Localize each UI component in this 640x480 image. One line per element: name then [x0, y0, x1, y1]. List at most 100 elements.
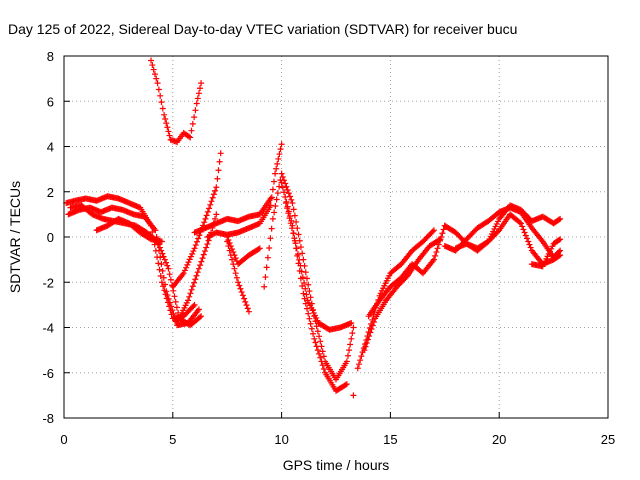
data-point	[206, 205, 213, 212]
data-point	[520, 226, 527, 233]
data-point	[165, 128, 172, 135]
data-point	[224, 238, 231, 245]
data-point	[245, 308, 252, 315]
data-point	[299, 274, 306, 281]
data-point	[516, 219, 523, 226]
data-point	[268, 194, 275, 201]
data-point	[277, 146, 284, 153]
data-point	[180, 270, 187, 277]
data-point	[274, 160, 281, 167]
data-point	[185, 133, 192, 140]
data-point	[436, 237, 443, 244]
data-point	[317, 354, 324, 361]
data-point	[368, 326, 375, 333]
data-point	[199, 255, 206, 262]
data-point	[284, 205, 291, 212]
data-point	[276, 183, 283, 190]
data-point	[216, 158, 223, 165]
data-point	[171, 293, 178, 300]
data-point	[161, 256, 168, 263]
data-point	[262, 274, 269, 281]
data-point	[152, 227, 159, 234]
data-point	[303, 275, 310, 282]
data-point	[172, 298, 179, 305]
data-point	[158, 279, 165, 286]
data-point	[189, 120, 196, 127]
data-point	[197, 85, 203, 92]
data-point	[306, 315, 313, 322]
data-point	[432, 252, 439, 259]
data-point	[305, 310, 312, 317]
data-point	[151, 71, 158, 78]
y-tick-label: 4	[47, 140, 54, 155]
data-point	[244, 305, 251, 312]
data-point	[213, 184, 220, 191]
data-point	[197, 262, 204, 269]
data-point	[160, 253, 167, 260]
chart-title: Day 125 of 2022, Sidereal Day-to-day VTE…	[8, 21, 517, 37]
data-point	[282, 200, 289, 207]
data-point	[285, 210, 292, 217]
data-point	[189, 250, 196, 257]
data-point	[349, 330, 356, 337]
data-point	[217, 150, 224, 157]
data-point	[366, 333, 373, 340]
data-point	[212, 215, 219, 222]
data-point	[164, 292, 171, 299]
data-point	[255, 246, 262, 253]
data-point	[278, 170, 285, 177]
data-point	[164, 262, 171, 269]
data-point	[430, 256, 437, 263]
data-point	[158, 247, 165, 254]
data-point	[162, 115, 169, 122]
data-point	[344, 352, 351, 359]
data-point	[230, 249, 237, 256]
data-point	[313, 343, 320, 350]
data-point	[150, 66, 157, 73]
data-point	[231, 265, 238, 272]
x-tick-label: 20	[492, 432, 506, 447]
data-point	[169, 307, 176, 314]
data-point	[198, 258, 205, 265]
data-point	[173, 304, 180, 311]
data-point	[430, 227, 437, 234]
data-point	[299, 283, 306, 290]
data-point	[208, 198, 215, 205]
data-point	[556, 216, 563, 223]
plot-frame	[63, 55, 609, 419]
data-point	[190, 303, 197, 310]
data-point	[241, 295, 248, 302]
data-point	[281, 189, 288, 196]
data-point	[153, 75, 160, 82]
data-point	[354, 365, 361, 372]
data-point	[243, 302, 250, 309]
data-point	[195, 235, 202, 242]
data-point	[187, 253, 194, 260]
y-tick-label: -6	[42, 366, 54, 381]
x-tick-label: 10	[274, 432, 288, 447]
data-point	[181, 267, 188, 274]
data-point	[527, 244, 534, 251]
data-point	[164, 124, 171, 131]
data-point	[225, 243, 232, 250]
data-point	[158, 261, 165, 268]
series-12	[282, 200, 355, 333]
data-point	[157, 254, 164, 261]
data-point	[272, 202, 279, 209]
data-point	[166, 299, 173, 306]
x-tick-label: 0	[60, 432, 67, 447]
data-point	[183, 264, 190, 271]
data-point	[157, 272, 164, 279]
data-point	[314, 347, 321, 354]
data-point	[313, 323, 320, 330]
data-points	[63, 57, 564, 399]
data-point	[367, 329, 374, 336]
data-point	[163, 259, 170, 266]
data-point	[364, 336, 371, 343]
data-point	[290, 206, 297, 213]
x-axis-label: GPS time / hours	[283, 457, 390, 473]
data-point	[311, 335, 318, 342]
data-point	[195, 306, 202, 313]
data-point	[517, 220, 524, 227]
data-point	[278, 179, 285, 186]
